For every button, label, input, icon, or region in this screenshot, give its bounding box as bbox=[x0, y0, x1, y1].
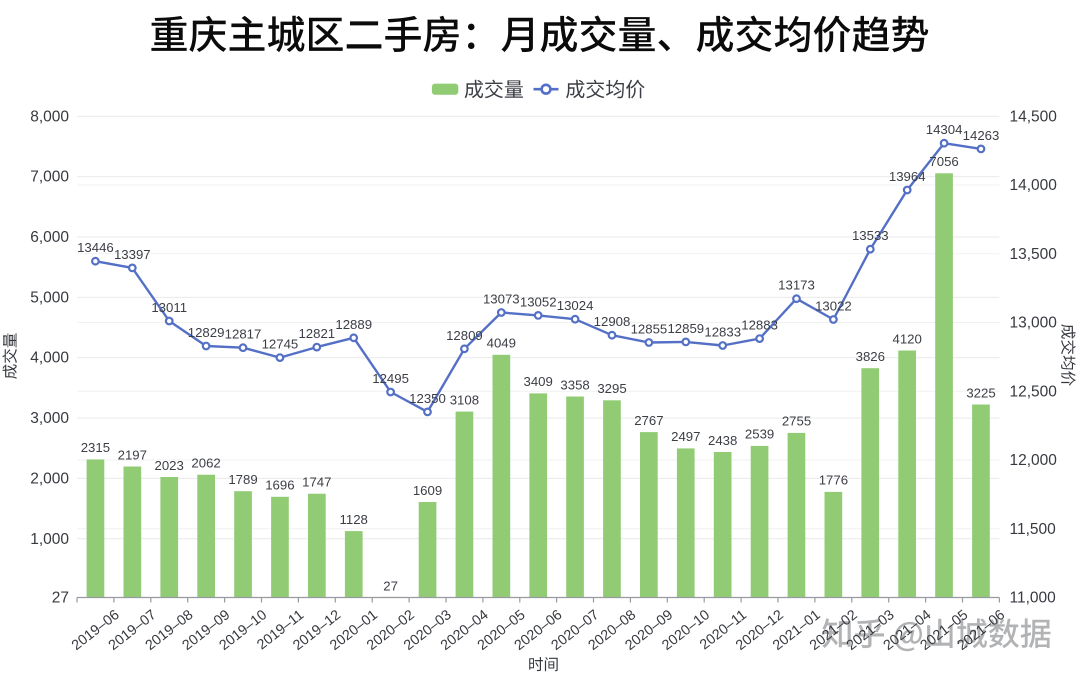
svg-text:11,500: 11,500 bbox=[1010, 521, 1057, 538]
svg-text:12350: 12350 bbox=[409, 391, 446, 406]
svg-text:3409: 3409 bbox=[524, 374, 553, 389]
svg-text:1,000: 1,000 bbox=[30, 531, 69, 548]
svg-text:7,000: 7,000 bbox=[30, 169, 69, 186]
svg-text:2755: 2755 bbox=[782, 414, 811, 429]
svg-text:3108: 3108 bbox=[450, 392, 479, 407]
svg-text:12821: 12821 bbox=[298, 326, 335, 341]
svg-text:13397: 13397 bbox=[114, 247, 151, 262]
svg-text:3225: 3225 bbox=[966, 385, 995, 400]
svg-text:12883: 12883 bbox=[741, 318, 778, 333]
svg-text:12,500: 12,500 bbox=[1010, 383, 1058, 400]
svg-text:4049: 4049 bbox=[487, 336, 516, 351]
svg-text:13024: 13024 bbox=[557, 298, 594, 313]
svg-text:8,000: 8,000 bbox=[30, 108, 69, 125]
svg-text:13,500: 13,500 bbox=[1010, 246, 1058, 263]
svg-text:2539: 2539 bbox=[745, 427, 774, 442]
svg-text:13011: 13011 bbox=[151, 300, 187, 315]
svg-text:14,000: 14,000 bbox=[1010, 177, 1058, 194]
svg-text:12817: 12817 bbox=[225, 327, 262, 342]
svg-text:1696: 1696 bbox=[265, 478, 294, 493]
svg-text:13052: 13052 bbox=[520, 294, 557, 309]
svg-text:1609: 1609 bbox=[413, 483, 442, 498]
svg-text:3358: 3358 bbox=[560, 377, 589, 392]
svg-text:12908: 12908 bbox=[594, 314, 631, 329]
svg-text:27: 27 bbox=[383, 578, 398, 593]
svg-text:12833: 12833 bbox=[704, 325, 741, 340]
svg-text:14,500: 14,500 bbox=[1010, 108, 1058, 125]
svg-text:5,000: 5,000 bbox=[30, 289, 69, 306]
svg-text:27: 27 bbox=[52, 590, 69, 607]
svg-text:13073: 13073 bbox=[483, 292, 520, 307]
svg-text:12855: 12855 bbox=[631, 322, 668, 337]
svg-text:1789: 1789 bbox=[228, 472, 257, 487]
svg-text:13446: 13446 bbox=[77, 240, 114, 255]
svg-text:1128: 1128 bbox=[340, 512, 368, 527]
svg-text:4120: 4120 bbox=[893, 331, 922, 346]
svg-text:13964: 13964 bbox=[889, 169, 926, 184]
svg-text:12495: 12495 bbox=[372, 371, 409, 386]
svg-text:2023: 2023 bbox=[155, 458, 184, 473]
svg-text:3,000: 3,000 bbox=[30, 410, 69, 427]
svg-text:2062: 2062 bbox=[191, 456, 220, 471]
svg-text:7056: 7056 bbox=[929, 154, 958, 169]
svg-text:12745: 12745 bbox=[262, 337, 299, 352]
svg-text:14304: 14304 bbox=[926, 122, 963, 137]
svg-text:1747: 1747 bbox=[302, 475, 331, 490]
svg-text:12859: 12859 bbox=[667, 321, 704, 336]
svg-text:3826: 3826 bbox=[856, 349, 885, 364]
svg-text:2497: 2497 bbox=[671, 429, 700, 444]
svg-text:12809: 12809 bbox=[446, 328, 483, 343]
svg-text:2197: 2197 bbox=[118, 447, 147, 462]
svg-text:12,000: 12,000 bbox=[1010, 452, 1058, 469]
svg-text:2438: 2438 bbox=[708, 433, 737, 448]
svg-text:3295: 3295 bbox=[597, 381, 626, 396]
svg-text:14263: 14263 bbox=[963, 128, 1000, 143]
svg-text:11,000: 11,000 bbox=[1010, 590, 1057, 607]
svg-text:12829: 12829 bbox=[188, 325, 225, 340]
svg-text:13173: 13173 bbox=[778, 278, 815, 293]
svg-text:4,000: 4,000 bbox=[30, 350, 69, 367]
svg-text:6,000: 6,000 bbox=[30, 229, 69, 246]
svg-text:2,000: 2,000 bbox=[30, 470, 69, 487]
svg-text:1776: 1776 bbox=[819, 473, 848, 488]
svg-text:12889: 12889 bbox=[335, 317, 372, 332]
svg-text:2767: 2767 bbox=[634, 413, 663, 428]
svg-text:13,000: 13,000 bbox=[1010, 315, 1058, 332]
svg-text:13533: 13533 bbox=[852, 228, 889, 243]
svg-text:2315: 2315 bbox=[81, 440, 110, 455]
svg-text:13022: 13022 bbox=[815, 299, 852, 314]
